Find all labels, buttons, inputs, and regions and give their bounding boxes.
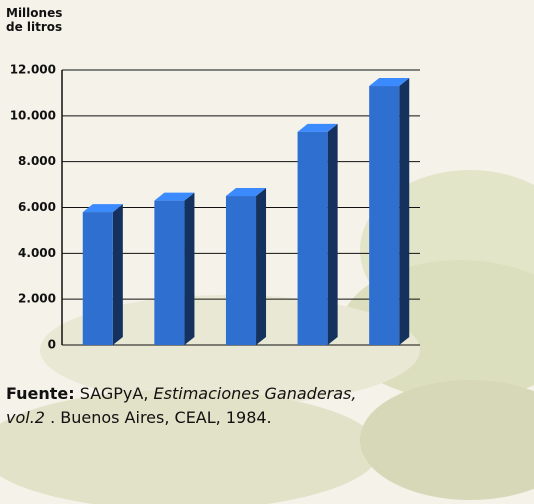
y-tick-label: 6.000 [18,200,56,214]
bar [82,204,123,345]
source-segment: . Buenos Aires, CEAL, 1984. [50,408,272,427]
source-segment: Estimaciones Ganaderas, vol.2 [6,384,357,427]
y-tick-label: 0 [48,338,56,352]
y-tick-label: 4.000 [18,246,56,260]
y-axis-label: Millones de litros [6,6,63,34]
bar [297,123,338,345]
bar [154,192,195,345]
source-segment: SAGPyA, [79,384,149,403]
source-note: Fuente: SAGPyA, Estimaciones Ganaderas, … [6,382,386,430]
y-tick-label: 8.000 [18,154,56,168]
y-tick-label: 10.000 [10,108,56,122]
y-tick-label: 12.000 [10,63,56,77]
bar [225,188,267,345]
source-label: Fuente: [6,384,75,403]
bar [369,78,410,346]
y-tick-label: 2.000 [18,292,56,306]
